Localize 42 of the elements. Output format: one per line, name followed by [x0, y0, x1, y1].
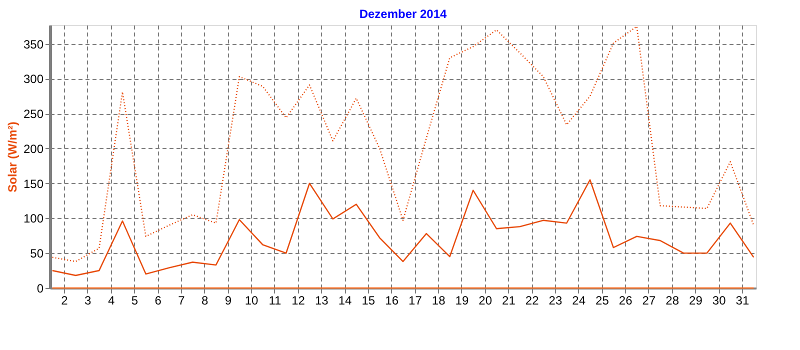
x-tick-label: 30: [712, 294, 726, 308]
x-tick-label: 10: [244, 294, 259, 308]
x-tick-label: 16: [385, 294, 399, 308]
line-series: [52, 179, 754, 276]
y-tick-label: 50: [30, 246, 44, 261]
x-tick-label: 3: [84, 294, 92, 308]
line-series: [52, 26, 754, 262]
x-tick-label: 26: [618, 294, 633, 308]
x-tick-label: 5: [131, 294, 138, 308]
x-tick-label: 13: [315, 294, 329, 308]
chart-title: Dezember 2014: [359, 7, 448, 21]
x-tick-label: 6: [154, 294, 162, 308]
x-tick-label: 27: [642, 294, 656, 308]
x-tick-label: 8: [201, 294, 208, 308]
y-axis-title: Solar (W/m²): [5, 122, 20, 192]
y-tick-label: 200: [23, 142, 44, 156]
x-tick-label: 7: [178, 294, 186, 308]
x-tick-label: 14: [338, 294, 352, 308]
y-tick-label: 300: [23, 72, 44, 86]
x-tick-label: 17: [408, 294, 422, 308]
x-tick-label: 11: [268, 294, 282, 308]
y-tick-label: 250: [23, 107, 44, 122]
y-tick-label: 0: [36, 282, 44, 296]
y-tick-label: 150: [23, 176, 44, 191]
x-tick-label: 9: [224, 294, 232, 308]
x-tick-label: 23: [548, 294, 562, 308]
x-tick-label: 31: [736, 294, 750, 308]
x-tick-label: 12: [292, 294, 306, 308]
x-tick-label: 25: [596, 294, 610, 308]
x-tick-label: 29: [689, 294, 703, 308]
y-tick-label: 100: [23, 212, 44, 226]
x-tick-label: 24: [572, 294, 586, 308]
x-tick-label: 19: [455, 294, 469, 308]
x-tick-label: 21: [502, 294, 516, 308]
y-tick-label: 350: [23, 37, 44, 52]
x-tick-label: 18: [432, 294, 446, 308]
x-tick-label: 22: [525, 294, 540, 308]
x-tick-label: 20: [478, 294, 492, 308]
x-tick-label: 2: [61, 294, 68, 308]
x-tick-label: 28: [666, 294, 680, 308]
x-tick-label: 15: [362, 294, 376, 308]
x-tick-label: 4: [108, 294, 115, 308]
